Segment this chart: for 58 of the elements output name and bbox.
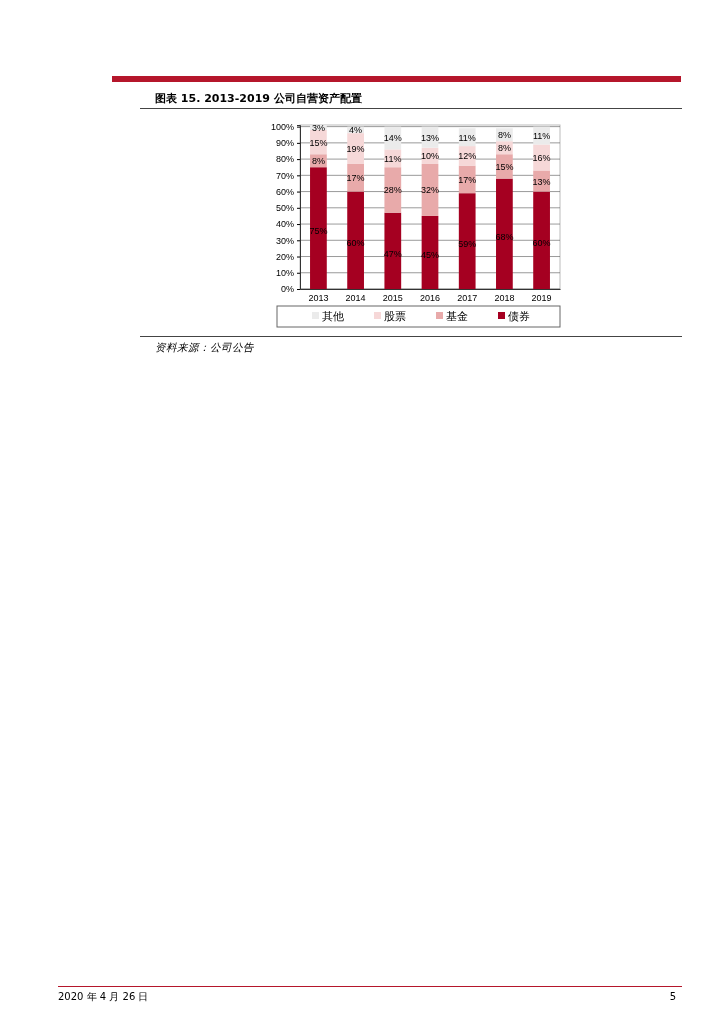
data-label: 4% bbox=[349, 125, 363, 136]
text: 资料来源：公司公告 bbox=[155, 341, 255, 353]
legend-label: 基金 bbox=[446, 310, 468, 322]
data-label: 32% bbox=[420, 185, 440, 196]
chart-title: 图表 15. 2013-2019 公司自营资产配置 bbox=[155, 92, 362, 105]
data-label: 11% bbox=[384, 153, 402, 164]
y-tick-label: 100% bbox=[270, 122, 294, 132]
bar bbox=[533, 191, 550, 289]
bar bbox=[310, 167, 327, 289]
data-label: 19% bbox=[346, 144, 365, 155]
x-tick-label: 2017 bbox=[457, 293, 478, 304]
bar bbox=[347, 191, 364, 289]
y-tick-label: 50% bbox=[275, 203, 294, 214]
bar bbox=[384, 167, 402, 213]
data-label: 8% bbox=[497, 143, 511, 154]
data-label: 15% bbox=[495, 161, 514, 172]
y-tick-label: 0% bbox=[280, 284, 294, 295]
y-tick-label: 10% bbox=[275, 268, 294, 279]
data-label: 10% bbox=[420, 151, 440, 162]
legend-label: 债券 bbox=[508, 310, 530, 322]
data-label: 8% bbox=[311, 156, 325, 167]
data-label: 15% bbox=[309, 137, 328, 148]
data-label: 13% bbox=[420, 132, 440, 143]
x-tick-label: 2015 bbox=[382, 293, 403, 304]
data-label: 28% bbox=[383, 185, 402, 196]
data-label: 68% bbox=[495, 231, 514, 242]
data-label: 60% bbox=[346, 238, 365, 249]
data-label: 14% bbox=[383, 133, 402, 144]
legend-label: 股票 bbox=[384, 310, 406, 322]
data-label: 17% bbox=[346, 173, 365, 184]
data-label: 8% bbox=[497, 130, 511, 141]
data-label: 3% bbox=[311, 122, 325, 133]
x-tick-label: 2018 bbox=[494, 293, 515, 304]
x-tick-label: 2019 bbox=[531, 293, 552, 304]
y-tick-label: 30% bbox=[275, 235, 294, 246]
data-label: 13% bbox=[532, 176, 551, 187]
x-tick-label: 2013 bbox=[308, 293, 329, 304]
y-tick-label: 70% bbox=[275, 170, 294, 181]
x-tick-label: 2014 bbox=[345, 293, 366, 304]
text: 5 bbox=[669, 991, 676, 1002]
y-tick-label: 90% bbox=[275, 138, 294, 149]
bar bbox=[458, 193, 476, 289]
y-tick-label: 80% bbox=[275, 154, 294, 165]
y-tick-label: 40% bbox=[275, 219, 294, 230]
data-label: 17% bbox=[458, 174, 477, 185]
bar bbox=[496, 178, 513, 289]
data-label: 11% bbox=[532, 131, 551, 142]
x-tick-label: 2016 bbox=[419, 293, 441, 304]
legend-label: 其他 bbox=[322, 310, 344, 322]
y-tick-label: 60% bbox=[275, 186, 294, 197]
data-label: 60% bbox=[532, 238, 551, 249]
data-label: 16% bbox=[532, 152, 551, 163]
bar bbox=[384, 212, 402, 289]
text: 2020 年 4 月 26 日 bbox=[58, 991, 149, 1002]
y-tick-label: 20% bbox=[275, 251, 294, 262]
data-label: 75% bbox=[309, 226, 328, 237]
data-label: 11% bbox=[458, 132, 476, 143]
data-label: 12% bbox=[458, 151, 477, 162]
